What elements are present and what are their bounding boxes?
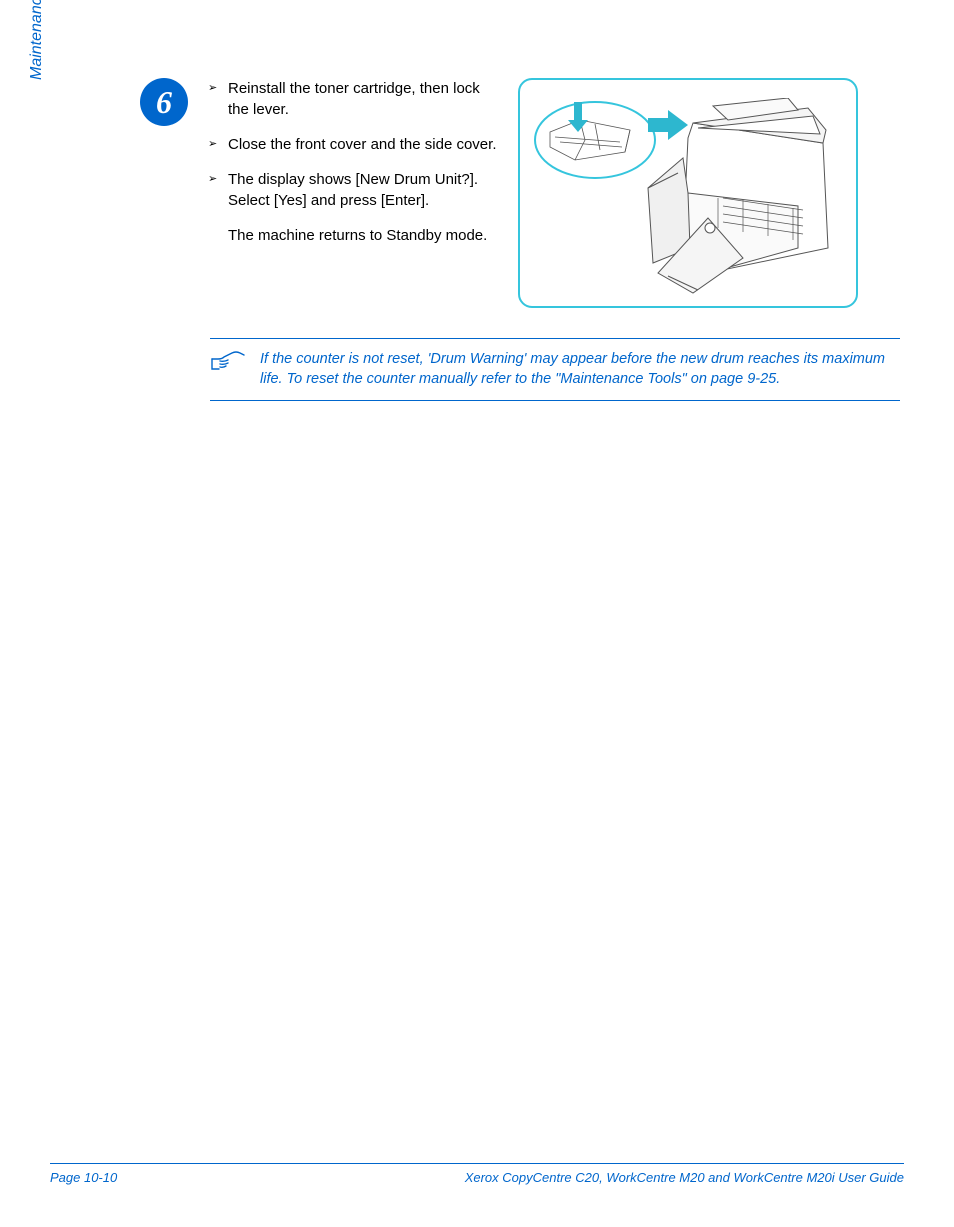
step-number-badge: 6 <box>140 78 188 126</box>
note-row: If the counter is not reset, 'Drum Warni… <box>210 349 900 390</box>
bullet-icon: ➢ <box>208 169 220 211</box>
note-hand-icon <box>210 349 246 371</box>
printer-diagram <box>598 98 848 298</box>
followup-text: The machine returns to Standby mode. <box>228 225 498 246</box>
bullet-text: The display shows [New Drum Unit?]. Sele… <box>228 169 498 211</box>
bullet-item: ➢ Close the front cover and the side cov… <box>208 134 498 155</box>
bullet-text: Reinstall the toner cartridge, then lock… <box>228 78 498 120</box>
bullet-icon: ➢ <box>208 134 220 155</box>
note-text: If the counter is not reset, 'Drum Warni… <box>260 349 900 390</box>
step-row: 6 ➢ Reinstall the toner cartridge, then … <box>140 78 900 308</box>
bullet-icon: ➢ <box>208 78 220 120</box>
bullet-item: ➢ Reinstall the toner cartridge, then lo… <box>208 78 498 120</box>
page-footer: Page 10-10 Xerox CopyCentre C20, WorkCen… <box>50 1163 904 1185</box>
page-number: Page 10-10 <box>50 1170 117 1185</box>
section-label: Maintenance <box>28 0 46 80</box>
bullet-item: ➢ The display shows [New Drum Unit?]. Se… <box>208 169 498 211</box>
main-content: 6 ➢ Reinstall the toner cartridge, then … <box>140 78 900 401</box>
bullet-text: Close the front cover and the side cover… <box>228 134 498 155</box>
guide-title: Xerox CopyCentre C20, WorkCentre M20 and… <box>465 1170 904 1185</box>
figure-illustration <box>518 78 858 308</box>
note-divider-bottom <box>210 400 900 401</box>
note-divider-top <box>210 338 900 339</box>
step-text-block: ➢ Reinstall the toner cartridge, then lo… <box>208 78 498 246</box>
